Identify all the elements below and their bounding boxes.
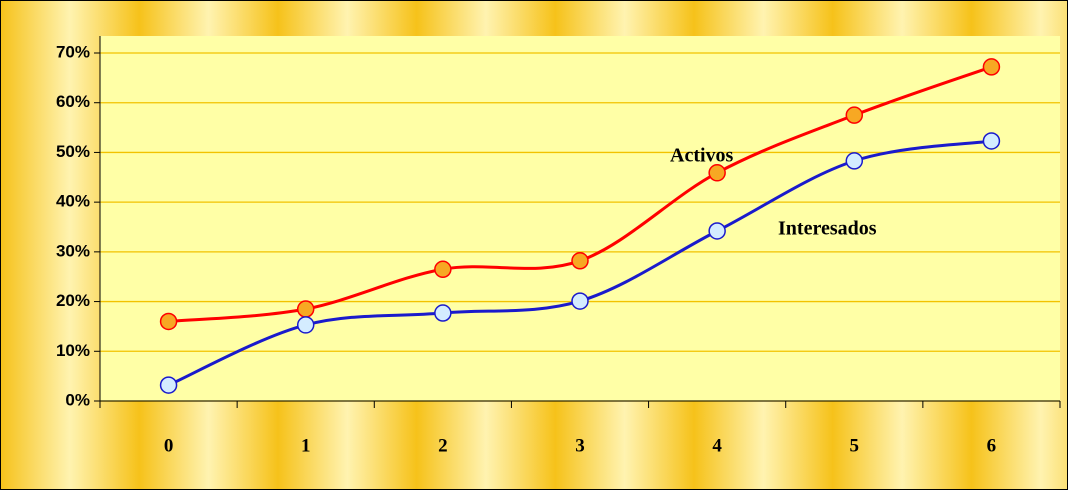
marker [708, 164, 726, 182]
y-tick-label: 0% [65, 390, 90, 409]
marker [434, 304, 452, 322]
marker [571, 252, 589, 270]
marker [434, 260, 452, 279]
marker [982, 58, 1001, 76]
y-tick-label: 40% [56, 192, 90, 211]
y-tick-label: 10% [56, 341, 90, 360]
x-tick-label: 1 [301, 435, 311, 456]
y-tick-label: 70% [56, 42, 90, 61]
series-label: Interesados [778, 218, 877, 240]
x-tick-label: 2 [438, 435, 448, 456]
marker [982, 132, 1001, 150]
y-tick-label: 30% [56, 241, 90, 260]
x-tick-label: 6 [987, 435, 997, 456]
marker [571, 292, 589, 310]
marker [708, 222, 726, 240]
marker [845, 152, 864, 170]
x-tick-label: 5 [850, 435, 860, 456]
x-tick-label: 0 [164, 435, 174, 456]
marker [845, 106, 864, 124]
marker [296, 316, 315, 334]
plot-area [100, 36, 1060, 401]
marker [296, 300, 315, 318]
marker [159, 376, 178, 394]
x-tick-label: 4 [712, 435, 722, 456]
y-tick-label: 50% [56, 142, 90, 161]
marker [159, 312, 178, 331]
y-tick-label: 60% [56, 92, 90, 111]
x-tick-label: 3 [575, 435, 585, 456]
series-label: Activos [670, 145, 734, 167]
y-tick-label: 20% [56, 291, 90, 310]
